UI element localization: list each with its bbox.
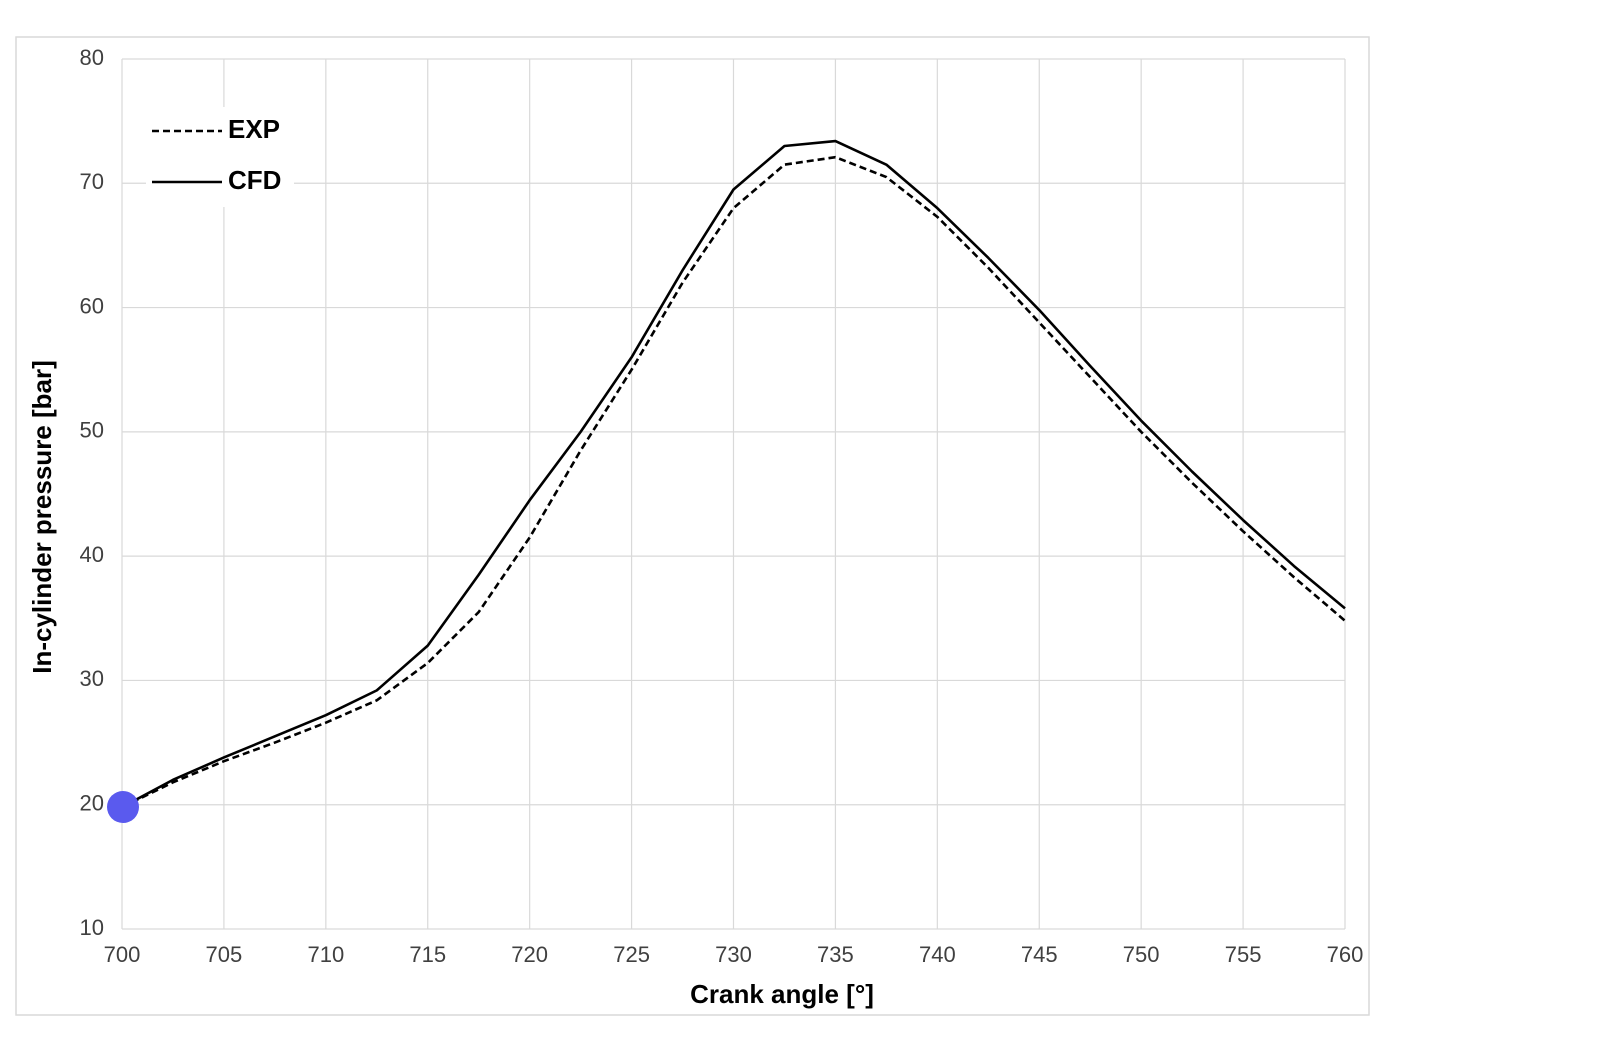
x-tick-label: 705 <box>206 942 243 967</box>
legend-background <box>146 107 294 207</box>
x-tick-label: 715 <box>409 942 446 967</box>
y-tick-label: 10 <box>80 915 104 940</box>
legend-label: EXP <box>228 114 280 144</box>
y-tick-label: 70 <box>80 169 104 194</box>
x-tick-label: 710 <box>307 942 344 967</box>
x-axis-title: Crank angle [°] <box>690 979 874 1009</box>
series-line <box>121 139 1346 809</box>
x-tick-label: 760 <box>1327 942 1364 967</box>
y-tick-label: 60 <box>80 293 104 318</box>
x-tick-label: 725 <box>613 942 650 967</box>
x-tick-label: 750 <box>1123 942 1160 967</box>
grid: 10 20 30 40 50 60 70 80 700 705 710 715 720 725 730 735… <box>80 45 1364 967</box>
x-tick-label: 730 <box>715 942 752 967</box>
x-tick-label: 755 <box>1225 942 1262 967</box>
cursor-marker <box>107 791 139 823</box>
y-tick-label: 40 <box>80 542 104 567</box>
y-axis-title: In-cylinder pressure [bar] <box>27 360 57 674</box>
legend-label: CFD <box>228 165 281 195</box>
legend: EXP CFD <box>146 107 294 207</box>
x-tick-label: 735 <box>817 942 854 967</box>
y-tick-label: 30 <box>80 666 104 691</box>
x-tick-label: 700 <box>104 942 141 967</box>
y-tick-label: 50 <box>80 418 104 443</box>
y-tick-label: 80 <box>80 45 104 70</box>
y-tick-label: 20 <box>80 791 104 816</box>
x-tick-label: 740 <box>919 942 956 967</box>
series-line <box>121 155 1346 809</box>
x-tick-label: 745 <box>1021 942 1058 967</box>
x-tick-label: 720 <box>511 942 548 967</box>
lines <box>121 139 1346 809</box>
